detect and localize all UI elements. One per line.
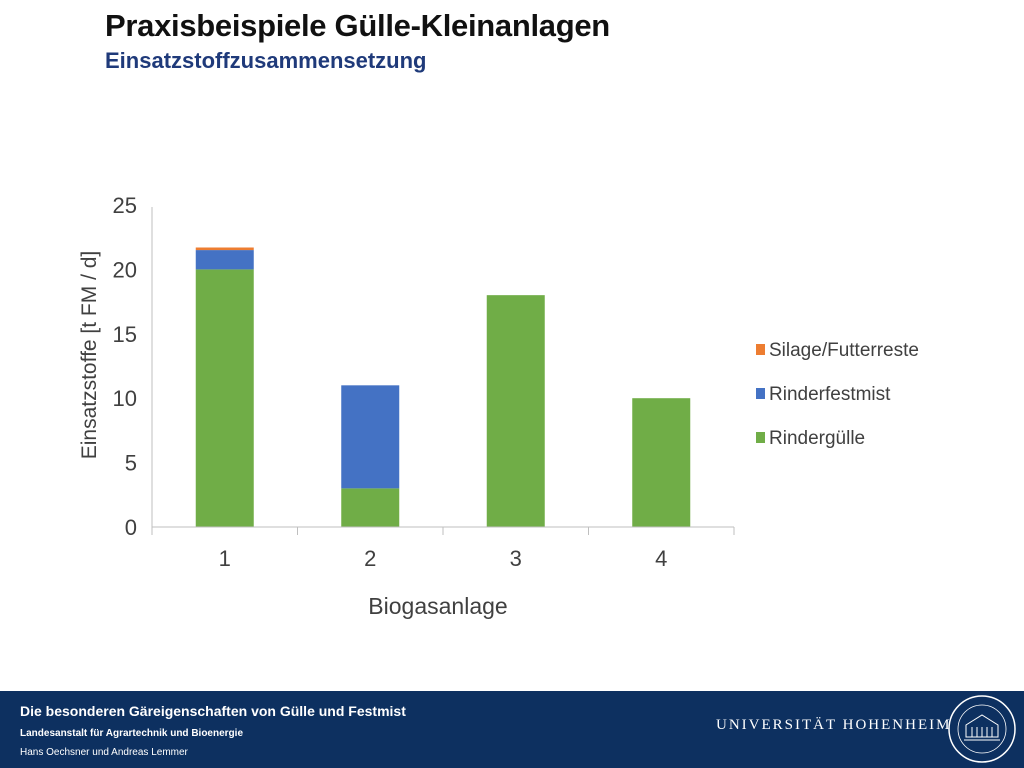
y-tick-label: 15 [113, 322, 137, 347]
legend-label-rinderfestmist: Rinderfestmist [769, 384, 891, 405]
x-tick-label: 3 [510, 546, 522, 571]
bar-segment-rinderfestmist-2 [341, 385, 400, 489]
x-tick-label: 1 [219, 546, 231, 571]
y-tick-label: 0 [125, 515, 137, 540]
university-seal-icon [948, 695, 1016, 763]
legend-label-silage-futterreste: Silage/Futterreste [769, 340, 919, 361]
footer-bar: Die besonderen Gäreigenschaften von Güll… [0, 691, 1024, 768]
y-axis-title: Einsatzstoffe [t FM / d] [78, 251, 101, 460]
bar-segment-rinderfestmist-1 [195, 250, 254, 270]
footer-university-name: UNIVERSITÄT HOHENHEIM [716, 717, 952, 733]
bar-segment-silage-futterreste-1 [195, 247, 254, 251]
y-tick-label: 10 [113, 386, 137, 411]
legend-swatch-rinderfestmist [756, 388, 765, 399]
y-tick-label: 20 [113, 257, 137, 282]
bar-segment-rinderg-lle-2 [341, 488, 400, 527]
x-tick-label: 2 [364, 546, 376, 571]
bar-segment-rinderg-lle-1 [195, 269, 254, 527]
legend-swatch-silage-futterreste [756, 344, 765, 355]
bar-segment-rinderg-lle-3 [486, 295, 545, 527]
y-tick-label: 25 [113, 193, 137, 218]
slide-title: Praxisbeispiele Gülle-Kleinanlagen [105, 8, 610, 43]
slide-subtitle: Einsatzstoffzusammensetzung [105, 48, 427, 73]
footer-presentation-title: Die besonderen Gäreigenschaften von Güll… [20, 703, 406, 719]
legend-swatch-rinderg-lle [756, 432, 765, 443]
footer-institute: Landesanstalt für Agrartechnik und Bioen… [20, 728, 244, 739]
x-axis-title: Biogasanlage [368, 593, 507, 619]
legend-label-rinderg-lle: Rindergülle [769, 428, 865, 449]
bar-segment-rinderg-lle-4 [632, 398, 691, 527]
x-tick-label: 4 [655, 546, 667, 571]
y-tick-label: 5 [125, 451, 137, 476]
footer-authors: Hans Oechsner und Andreas Lemmer [20, 747, 188, 758]
